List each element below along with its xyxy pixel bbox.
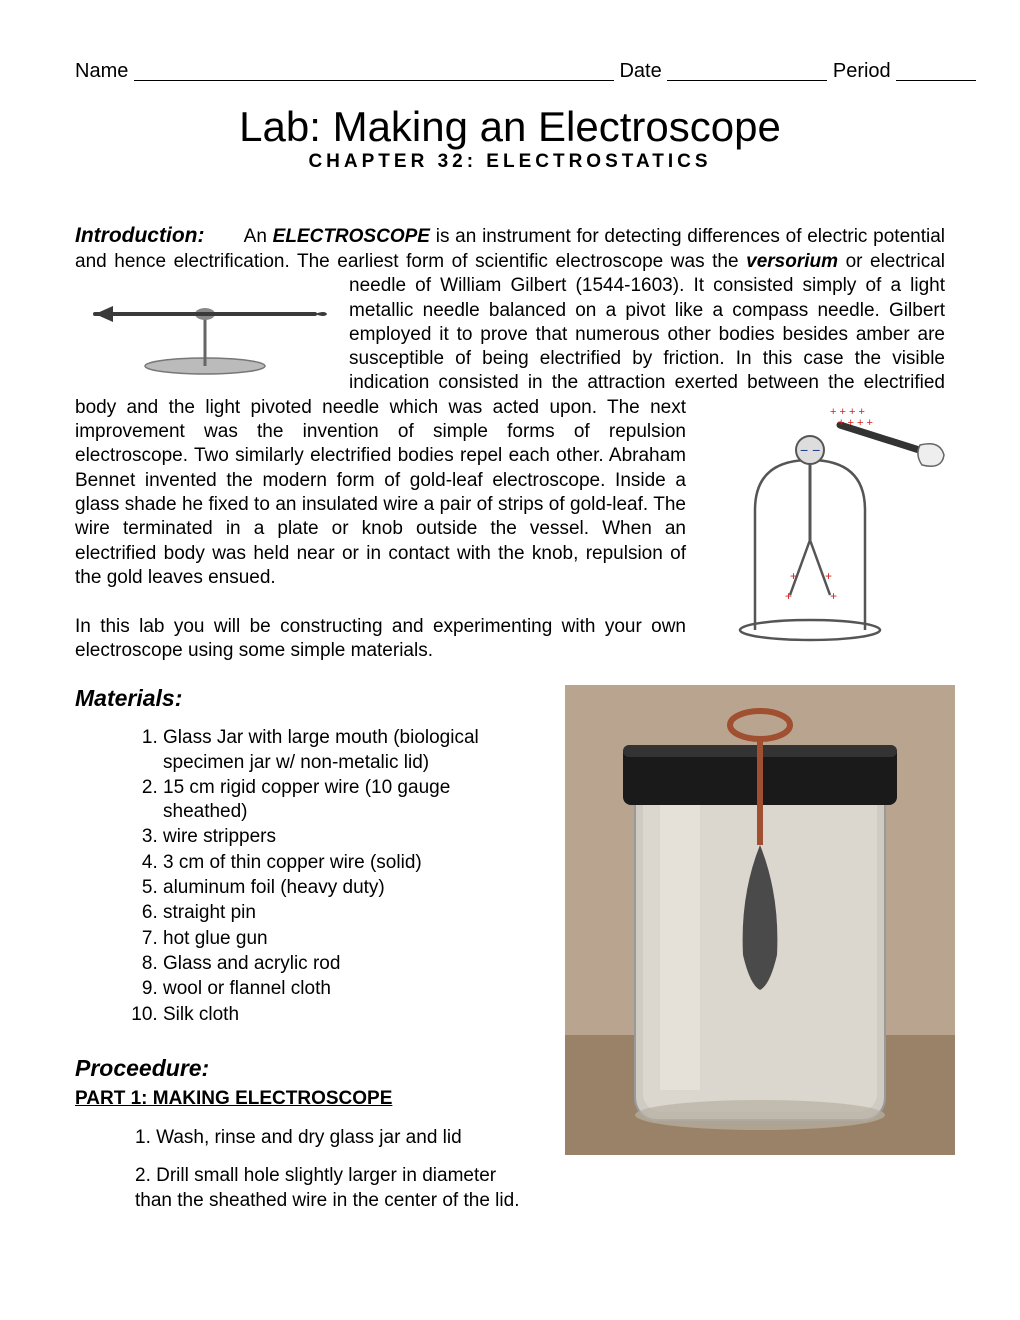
lab-title: Lab: Making an Electroscope [75, 103, 945, 151]
period-blank[interactable] [896, 80, 976, 81]
name-label: Name [75, 60, 128, 82]
svg-text:+: + [785, 589, 792, 603]
material-item: hot glue gun [163, 927, 535, 951]
introduction-section: Introduction: An ELECTROSCOPE is an inst… [75, 223, 945, 663]
material-item: wire strippers [163, 825, 535, 849]
procedure-steps: 1. Wash, rinse and dry glass jar and lid… [135, 1126, 535, 1213]
material-item: straight pin [163, 901, 535, 925]
material-item: wool or flannel cloth [163, 977, 535, 1001]
svg-text:+: + [830, 589, 837, 603]
svg-text:+ + + +: + + + + [838, 417, 873, 429]
period-label: Period [833, 60, 891, 82]
versorium-term: versorium [746, 251, 838, 272]
electroscope-term: ELECTROSCOPE [273, 226, 430, 247]
gold-leaf-electroscope-figure: ++++− −+ + + ++ + + + [700, 400, 945, 650]
jar-photo [565, 685, 955, 1155]
material-item: Silk cloth [163, 1003, 535, 1027]
material-item: 3 cm of thin copper wire (solid) [163, 851, 535, 875]
materials-list: Glass Jar with large mouth (biological s… [135, 726, 535, 1027]
introduction-label: Introduction: [75, 224, 204, 247]
material-item: Glass and acrylic rod [163, 952, 535, 976]
date-blank[interactable] [667, 80, 827, 81]
svg-text:+: + [790, 569, 797, 583]
date-label: Date [619, 60, 661, 82]
svg-text:− −: − − [800, 442, 820, 458]
material-item: aluminum foil (heavy duty) [163, 876, 535, 900]
procedure-step: 2. Drill small hole slightly larger in d… [135, 1164, 535, 1213]
intro-closing: In this lab you will be constructing and… [75, 616, 686, 661]
material-item: Glass Jar with large mouth (biological s… [163, 726, 535, 775]
intro-text-3: or electrical needle of William Gilbert … [75, 251, 945, 588]
svg-text:+: + [825, 569, 832, 583]
chapter-subtitle: CHAPTER 32: ELECTROSTATICS [75, 151, 945, 173]
intro-text-1: An [244, 226, 273, 247]
versorium-figure [75, 278, 335, 378]
procedure-step: 1. Wash, rinse and dry glass jar and lid [135, 1126, 535, 1150]
worksheet-header: Name Date Period [75, 60, 945, 83]
name-blank[interactable] [134, 80, 614, 81]
material-item: 15 cm rigid copper wire (10 gauge sheath… [163, 776, 535, 825]
